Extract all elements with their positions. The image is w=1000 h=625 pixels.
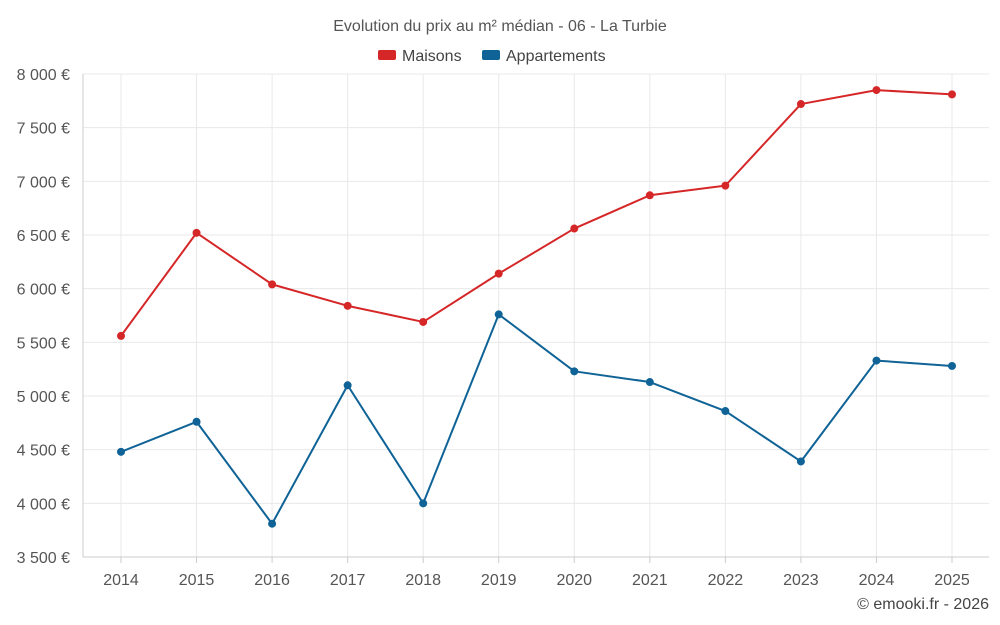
grid: [83, 73, 989, 557]
legend-label-appartements: Appartements: [506, 48, 606, 65]
chart-title: Evolution du prix au m² médian - 06 - La…: [333, 18, 667, 35]
legend-swatch-maisons: [378, 50, 396, 60]
data-point-appartements: [570, 367, 579, 376]
y-tick-label: 5 000 €: [17, 389, 70, 406]
data-point-appartements: [494, 310, 503, 319]
y-tick-label: 4 500 €: [17, 443, 70, 460]
data-point-maisons: [645, 191, 654, 200]
x-tick-label: 2019: [481, 572, 517, 589]
data-point-appartements: [948, 361, 956, 370]
data-point-maisons: [796, 100, 805, 109]
x-tick-label: 2021: [632, 572, 668, 589]
data-point-maisons: [192, 228, 201, 237]
data-point-maisons: [268, 280, 277, 289]
y-tick-label: 6 500 €: [17, 228, 70, 245]
data-point-maisons: [570, 224, 579, 233]
legend: Maisons Appartements: [378, 48, 606, 65]
x-tick-label: 2022: [708, 572, 744, 589]
x-tick-label: 2014: [103, 572, 139, 589]
x-tick-label: 2023: [783, 572, 819, 589]
data-point-maisons: [343, 301, 352, 310]
x-tick-label: 2024: [859, 572, 895, 589]
data-point-maisons: [872, 86, 881, 95]
data-point-maisons: [948, 90, 956, 99]
data-point-maisons: [494, 269, 503, 278]
data-point-maisons: [419, 317, 428, 326]
data-point-appartements: [117, 447, 125, 456]
data-point-appartements: [721, 407, 730, 416]
series-line-appartements: [120, 313, 953, 525]
y-tick-label: 4 000 €: [17, 496, 70, 513]
y-tick-label: 3 500 €: [17, 550, 70, 567]
x-tick-label: 2018: [405, 572, 441, 589]
series-line-maisons: [120, 89, 953, 337]
data-point-appartements: [419, 499, 428, 508]
y-tick-label: 7 500 €: [17, 121, 70, 138]
y-tick-label: 8 000 €: [17, 67, 70, 84]
data-point-maisons: [721, 181, 730, 190]
data-point-appartements: [192, 417, 201, 426]
x-tick-label: 2020: [556, 572, 592, 589]
axes: 3 500 € 4 000 € 4 500 € 5 000 € 5 500 € 6 000…: [17, 67, 989, 589]
legend-swatch-appartements: [482, 50, 500, 60]
data-point-maisons: [117, 331, 125, 340]
x-tick-label: 2025: [934, 572, 970, 589]
data-point-appartements: [268, 519, 277, 528]
series-maisons: [117, 86, 956, 340]
legend-item-maisons: Maisons: [378, 48, 462, 65]
series-appartements: [117, 310, 956, 528]
data-point-appartements: [645, 378, 654, 387]
data-point-appartements: [796, 457, 805, 466]
data-point-appartements: [872, 356, 881, 365]
y-tick-label: 6 000 €: [17, 282, 70, 299]
x-tick-label: 2016: [254, 572, 290, 589]
series-layer: [117, 86, 956, 528]
y-tick-label: 7 000 €: [17, 174, 70, 191]
y-tick-label: 5 500 €: [17, 335, 70, 352]
legend-label-maisons: Maisons: [402, 48, 462, 65]
x-tick-label: 2015: [179, 572, 215, 589]
data-point-appartements: [343, 381, 352, 390]
x-tick-label: 2017: [330, 572, 366, 589]
legend-item-appartements: Appartements: [482, 48, 606, 65]
credit-text: © emooki.fr - 2026: [857, 596, 989, 613]
